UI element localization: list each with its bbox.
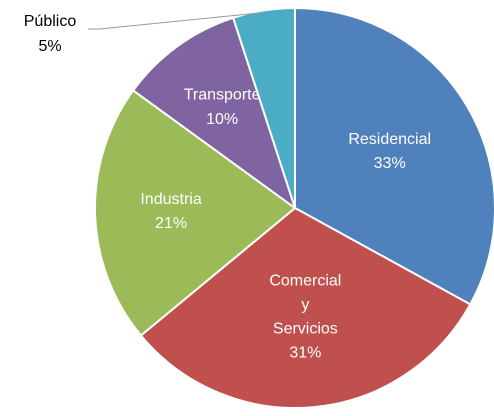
- label-line: Industria: [140, 191, 201, 208]
- value-label: 5%: [38, 38, 61, 55]
- pie-slice: [131, 16, 297, 211]
- category-label: Residencial: [348, 131, 431, 148]
- leader-line: [88, 11, 265, 30]
- value-label: 31%: [289, 345, 321, 362]
- category-label: Público: [24, 13, 77, 30]
- category-label: Transporte: [184, 87, 261, 104]
- label-line: Transporte: [184, 87, 261, 104]
- category-label: Comercial y Servicios: [269, 273, 341, 338]
- label-line: Servicios: [273, 321, 338, 338]
- pie-slice: [139, 206, 472, 409]
- category-label: Industria: [140, 191, 201, 208]
- label-line: y: [301, 297, 309, 314]
- value-label: 21%: [155, 215, 187, 232]
- label-line: Comercial: [269, 273, 341, 290]
- label-line: Residencial: [348, 131, 431, 148]
- pie-slice: [231, 6, 296, 209]
- pie-slice: [94, 89, 297, 337]
- pie-slice: [294, 6, 494, 306]
- value-label: 33%: [374, 155, 406, 172]
- value-label: 10%: [206, 111, 238, 128]
